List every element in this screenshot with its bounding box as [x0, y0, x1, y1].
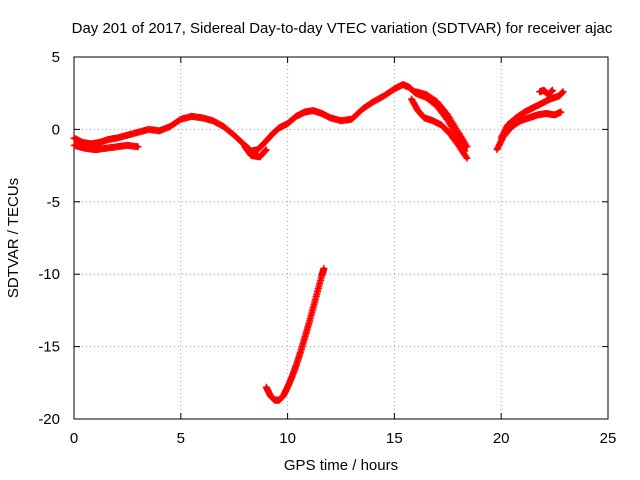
y-tick-label: -20	[38, 411, 60, 428]
data-point	[548, 86, 556, 94]
y-tick-label: 0	[52, 121, 60, 138]
data-point	[262, 146, 270, 154]
chart-title: Day 201 of 2017, Sidereal Day-to-day VTE…	[72, 20, 613, 37]
y-tick-label: -10	[38, 266, 60, 283]
series-track	[412, 88, 471, 151]
data-point	[320, 264, 328, 272]
data-series	[70, 81, 567, 404]
grid-lines	[74, 57, 608, 419]
y-axis-label: SDTVAR / TECUs	[5, 178, 22, 298]
x-tick-label: 0	[70, 430, 78, 447]
data-point	[559, 88, 567, 96]
x-tick-label: 15	[386, 430, 403, 447]
series-track	[536, 86, 556, 99]
data-point	[463, 154, 471, 162]
y-tick-label: -5	[47, 194, 60, 211]
series-track	[70, 81, 469, 155]
data-point	[261, 147, 269, 155]
series-track	[241, 143, 270, 161]
data-point	[462, 141, 470, 149]
x-tick-label: 10	[279, 430, 296, 447]
x-tick-label: 5	[177, 430, 185, 447]
data-point	[134, 143, 142, 151]
data-point	[262, 146, 270, 154]
x-axis-label: GPS time / hours	[284, 457, 398, 474]
series-track	[70, 141, 142, 154]
data-point	[557, 108, 565, 116]
y-tick-label: 5	[52, 49, 60, 66]
y-tick-label: -15	[38, 339, 60, 356]
data-point	[462, 153, 470, 161]
series-track	[262, 264, 328, 404]
plot-frame	[73, 56, 609, 420]
x-tick-label: 25	[600, 430, 617, 447]
data-point	[463, 143, 471, 151]
x-tick-label: 20	[493, 430, 510, 447]
series-track	[407, 95, 471, 162]
